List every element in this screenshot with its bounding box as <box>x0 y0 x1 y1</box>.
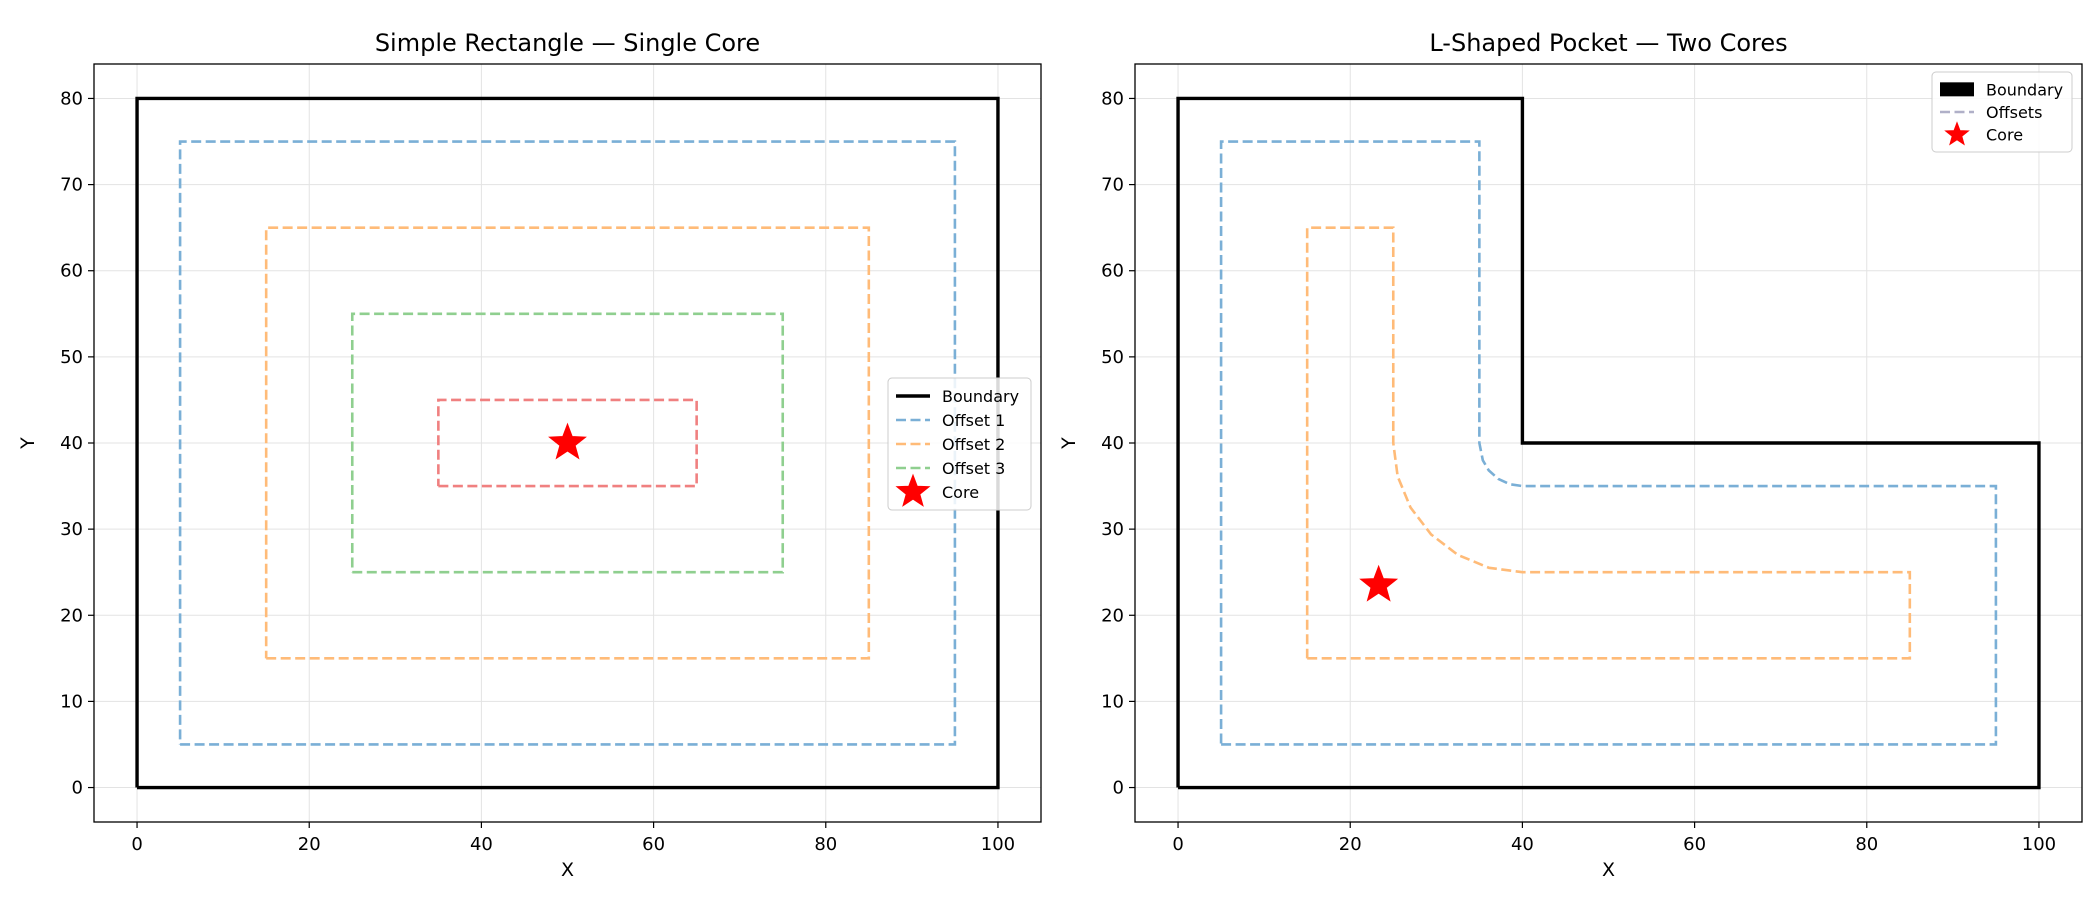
y-axis-label: Y <box>1058 437 1080 450</box>
chart-title: L-Shaped Pocket — Two Cores <box>1429 29 1787 57</box>
series-offset-2 <box>264 226 871 660</box>
series-unnamed-2 <box>1305 226 1912 660</box>
legend-label: Offset 3 <box>942 459 1005 478</box>
legend-label: Boundary <box>942 387 1019 406</box>
legend-label: Boundary <box>1986 80 2063 99</box>
x-tick-label: 60 <box>642 834 665 855</box>
y-tick-label: 30 <box>60 519 83 540</box>
x-tick-label: 100 <box>981 834 1015 855</box>
legend-label: Offset 1 <box>942 411 1005 430</box>
series-unnamed-4 <box>437 398 698 488</box>
core-star-marker <box>1359 564 1399 602</box>
legend: Boundary Offsets Core <box>1931 71 2073 153</box>
y-tick-label: 30 <box>1101 519 1124 540</box>
y-tick-label: 80 <box>60 88 83 109</box>
x-tick-label: 100 <box>2022 834 2056 855</box>
x-tick-label: 40 <box>1511 834 1534 855</box>
x-tick-label: 0 <box>1172 834 1183 855</box>
y-tick-label: 40 <box>60 433 83 454</box>
x-tick-label: 20 <box>1339 834 1362 855</box>
x-tick-label: 80 <box>814 834 837 855</box>
legend-label: Offset 2 <box>942 435 1005 454</box>
legend-label: Core <box>1986 126 2023 145</box>
legend-handle-core <box>1944 121 1970 146</box>
series-offsets <box>1219 140 1998 746</box>
legend-box <box>887 377 1032 511</box>
x-tick-label: 60 <box>1683 834 1706 855</box>
y-tick-label: 10 <box>60 691 83 712</box>
y-tick-label: 60 <box>60 261 83 282</box>
y-tick-label: 80 <box>1101 88 1124 109</box>
series-boundary <box>135 96 1000 790</box>
legend-handle-core <box>895 473 931 507</box>
chart-panel-2: 0 20 40 60 80 100 0 10 20 30 40 50 60 70 80 L-Shaped Po… <box>1058 29 2083 881</box>
legend: Boundary Offset 1 Offset 2 Offset 3 Core <box>887 377 1032 511</box>
chart-panel-1: 0 20 40 60 80 100 0 10 20 30 40 50 60 70 80 Simple Rect… <box>17 29 1042 881</box>
x-tick-label: 0 <box>131 834 142 855</box>
y-tick-label: 20 <box>1101 605 1124 626</box>
y-tick-label: 0 <box>72 778 83 799</box>
x-axis-label: X <box>561 859 574 881</box>
legend-handle-boundary <box>1940 82 1974 97</box>
y-tick-label: 50 <box>60 347 83 368</box>
core-star-marker <box>548 422 587 460</box>
x-tick-label: 20 <box>298 834 321 855</box>
y-tick-label: 60 <box>1101 261 1124 282</box>
y-tick-label: 50 <box>1101 347 1124 368</box>
x-axis-label: X <box>1602 859 1615 881</box>
y-tick-label: 70 <box>1101 175 1124 196</box>
y-tick-label: 70 <box>60 175 83 196</box>
y-tick-label: 20 <box>60 605 83 626</box>
series-offset-1 <box>178 140 957 746</box>
legend-label: Offsets <box>1986 103 2042 122</box>
y-tick-label: 40 <box>1101 433 1124 454</box>
chart-title: Simple Rectangle — Single Core <box>375 29 760 57</box>
legend-label: Core <box>942 483 979 502</box>
y-axis-label: Y <box>17 437 39 450</box>
x-tick-label: 80 <box>1855 834 1878 855</box>
series-boundary <box>1176 96 2041 790</box>
y-tick-label: 0 <box>1113 778 1124 799</box>
x-tick-label: 40 <box>470 834 493 855</box>
series-offset-3 <box>350 312 785 574</box>
y-tick-label: 10 <box>1101 691 1124 712</box>
